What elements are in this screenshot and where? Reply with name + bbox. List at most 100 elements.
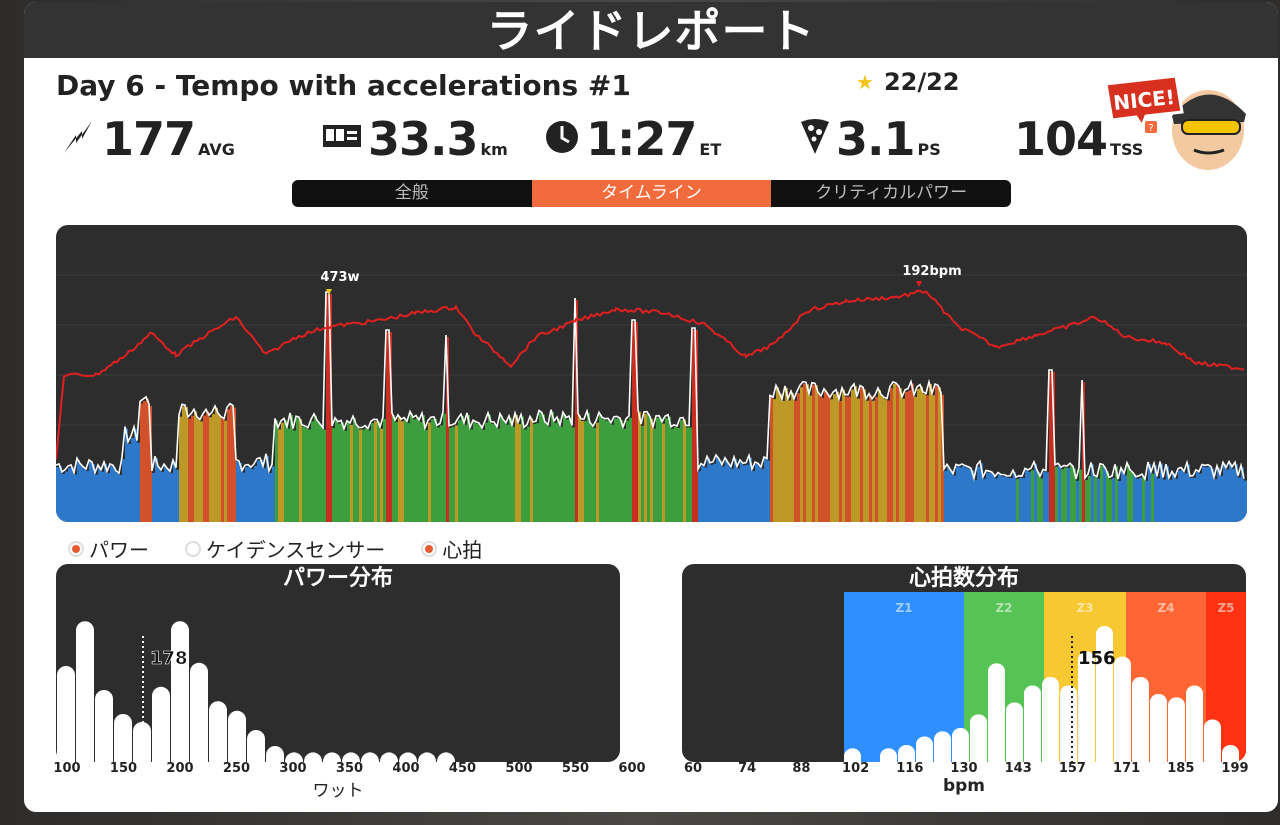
timeline-bar <box>272 466 275 522</box>
hr-x-axis-label: bpm <box>942 776 986 796</box>
power-histogram-bar <box>399 752 417 762</box>
timeline-bar <box>65 471 68 522</box>
timeline-bar <box>338 423 341 522</box>
stat-pizza: 3.1 PS <box>800 112 941 166</box>
timeline-bar <box>380 428 383 522</box>
power-histogram-bar <box>342 752 360 762</box>
timeline-bar <box>551 411 554 522</box>
timeline-bar <box>311 421 314 522</box>
timeline-bar <box>1175 478 1178 522</box>
timeline-bar <box>1043 471 1046 522</box>
timeline-bar <box>188 418 191 522</box>
timeline-bar <box>194 411 197 522</box>
timeline-bar <box>1235 464 1238 522</box>
legend-power-toggle[interactable]: パワー <box>68 534 149 563</box>
timeline-bar <box>92 464 95 522</box>
timeline-bar <box>638 411 641 522</box>
power-histogram-bar <box>76 621 94 762</box>
timeline-bar <box>284 420 287 522</box>
power-histogram-bar <box>266 746 284 762</box>
timeline-bar <box>422 415 425 522</box>
timeline-bar <box>593 428 596 522</box>
timeline-bar <box>914 396 917 522</box>
hr-tick-label: 171 <box>1113 761 1141 776</box>
timeline-bar <box>83 468 86 522</box>
timeline-bar <box>662 423 665 522</box>
timeline-bar <box>1067 468 1070 522</box>
timeline-bar <box>629 417 632 522</box>
timeline-bar <box>968 468 971 522</box>
timeline-bar <box>77 460 80 522</box>
timeline-bar <box>860 387 863 522</box>
timeline-bar <box>665 418 668 522</box>
timeline-bar <box>1166 466 1169 522</box>
timeline-bar <box>719 460 722 522</box>
odometer-icon <box>322 123 362 155</box>
timeline-bar <box>260 459 263 522</box>
stat-unit: TSS <box>1110 140 1144 159</box>
timeline-bar <box>710 464 713 522</box>
timeline-bar <box>1049 372 1052 522</box>
timeline-bar <box>509 417 512 522</box>
stat-unit: AVG <box>198 140 235 159</box>
timeline-bar <box>1064 467 1067 522</box>
hr-histogram-bar <box>880 748 897 762</box>
legend-cadence-toggle[interactable]: ケイデンスセンサー <box>185 534 385 563</box>
timeline-bar <box>107 473 110 522</box>
power-tick-label: 150 <box>109 761 138 776</box>
timeline-bar <box>803 383 806 522</box>
timeline-bar <box>254 465 257 522</box>
tab-critical-power[interactable]: クリティカルパワー <box>815 183 968 203</box>
heart-rate-distribution-title: 心拍数分布 <box>908 566 1019 591</box>
cyclist-face-icon <box>1172 90 1246 170</box>
timeline-bar <box>764 458 767 522</box>
timeline-bar <box>734 458 737 522</box>
hr-histogram-bar <box>970 714 987 762</box>
timeline-bar <box>878 390 881 522</box>
timeline-bar <box>974 480 977 522</box>
timeline-bar <box>413 419 416 522</box>
help-icon[interactable]: ? <box>1145 118 1158 137</box>
timeline-bar <box>1214 479 1217 522</box>
tab-general[interactable]: 全般 <box>394 183 429 203</box>
timeline-bar <box>1226 469 1229 522</box>
timeline-bar <box>1094 477 1097 522</box>
timeline-bar <box>239 463 242 522</box>
timeline-bar <box>1157 478 1160 522</box>
timeline-bar <box>443 413 446 522</box>
timeline-bar <box>434 418 437 522</box>
timeline-legend: パワー ケイデンスセンサー 心拍 <box>68 534 482 563</box>
timeline-bar <box>1199 473 1202 522</box>
stat-distance: 33.3 km <box>322 112 508 166</box>
timeline-bar <box>683 419 686 522</box>
peak-power-label: 473w <box>320 270 359 285</box>
timeline-bar <box>137 442 140 522</box>
hr-zone-label: Z1 <box>895 601 912 615</box>
legend-heart-rate-toggle[interactable]: 心拍 <box>421 534 482 563</box>
timeline-chart: 473w 192bpm <box>56 225 1247 522</box>
timeline-bar <box>482 429 485 522</box>
peak-hr-label: 192bpm <box>902 264 961 279</box>
timeline-bar <box>767 460 770 522</box>
timeline-bar <box>473 422 476 522</box>
timeline-bar <box>830 399 833 522</box>
timeline-bar <box>707 458 710 522</box>
timeline-bar <box>596 422 599 522</box>
timeline-bar <box>152 472 155 522</box>
timeline-bar <box>689 427 692 522</box>
timeline-bar <box>206 411 209 522</box>
timeline-bar <box>281 422 284 522</box>
timeline-bar <box>500 415 503 522</box>
power-histogram-bar <box>361 752 379 762</box>
power-distribution-chart: パワー分布 178 <box>56 564 620 762</box>
timeline-bar <box>788 400 791 522</box>
timeline-bar <box>1148 463 1151 522</box>
timeline-bar <box>392 415 395 522</box>
tab-timeline[interactable]: タイムライン <box>531 180 772 207</box>
timeline-bar <box>1163 479 1166 522</box>
timeline-bar <box>1229 463 1232 522</box>
timeline-bar <box>227 409 230 522</box>
timeline-bar <box>263 468 266 522</box>
timeline-bar <box>1028 471 1031 522</box>
legend-label: 心拍 <box>442 538 483 562</box>
